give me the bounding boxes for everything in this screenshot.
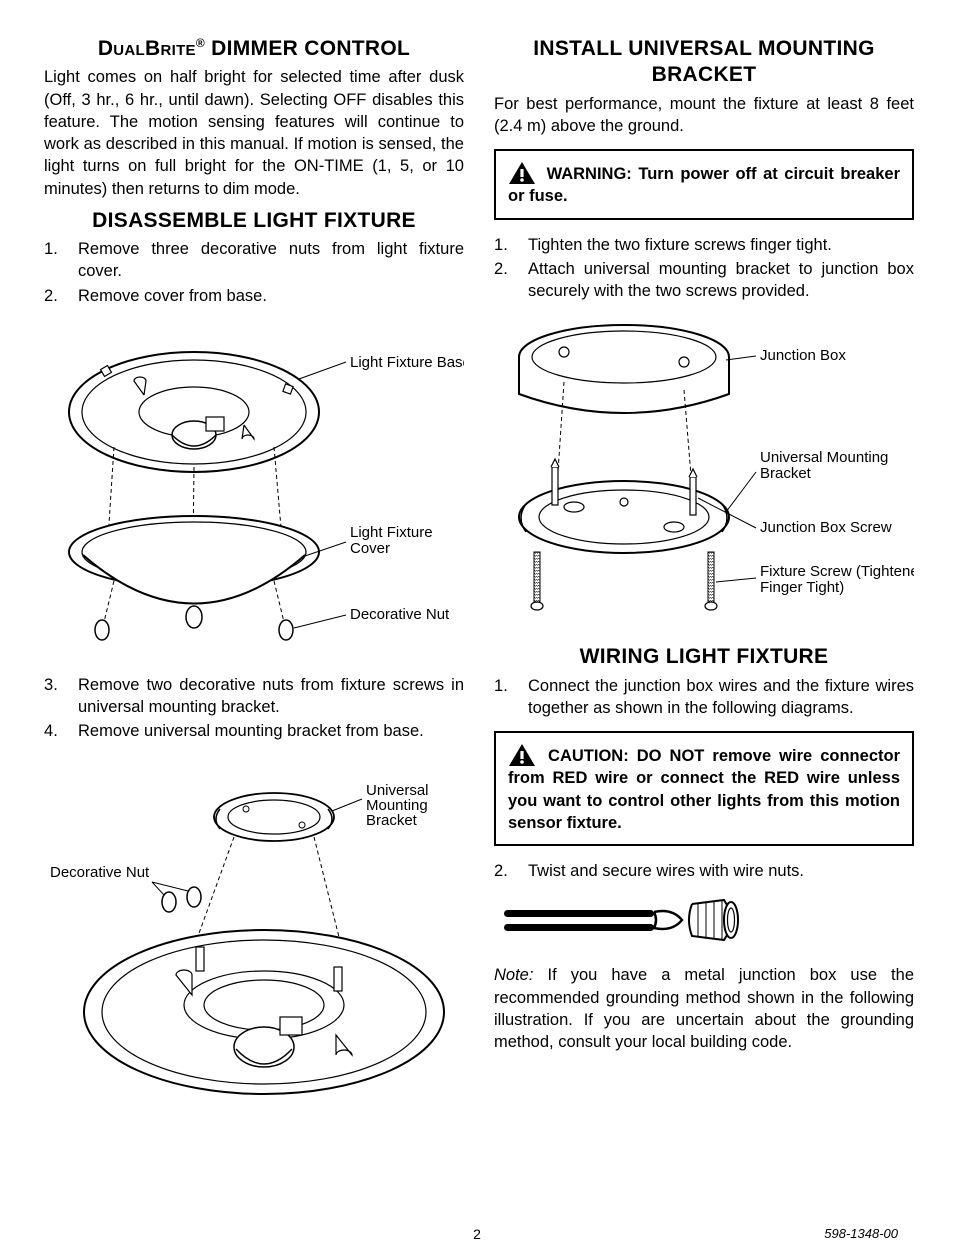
right-column: INSTALL UNIVERSAL MOUNTING BRACKET For b…	[494, 36, 914, 1139]
figure-bracket-base: Universal Mounting Bracket Decorative Nu…	[44, 757, 464, 1127]
caution-icon	[508, 743, 536, 767]
callout-fscrew: Fixture Screw (Tightened Finger Tight)	[760, 563, 914, 596]
reg-mark: ®	[196, 36, 205, 50]
callout-bracket-label: Universal Mounting Bracket	[366, 782, 433, 829]
warning-text: WARNING: Turn power off at circuit break…	[508, 165, 900, 205]
heading-dualbrite: DualBrite® DIMMER CONTROL	[44, 36, 464, 62]
heading-dualbrite-a: DualBrite	[98, 37, 196, 60]
callout-nut-label: Decorative Nut	[350, 606, 450, 623]
step-item: Remove two decorative nuts from fixture …	[44, 674, 464, 719]
heading-install: INSTALL UNIVERSAL MOUNTING BRACKET	[494, 36, 914, 89]
caution-box: CAUTION: DO NOT remove wire connector fr…	[494, 731, 914, 846]
page-number: 2	[473, 1226, 481, 1242]
doc-number: 598-1348-00	[824, 1226, 898, 1241]
step-item: Attach universal mounting bracket to jun…	[494, 258, 914, 303]
install-paragraph: For best performance, mount the fixture …	[494, 93, 914, 138]
warning-icon	[508, 161, 536, 185]
step-item: Connect the junction box wires and the f…	[494, 675, 914, 720]
left-column: DualBrite® DIMMER CONTROL Light comes on…	[44, 36, 464, 1139]
step-item: Tighten the two fixture screws finger ti…	[494, 234, 914, 256]
callout-base-label: Light Fixture Base	[350, 354, 464, 371]
callout-nut2-label: Decorative Nut	[50, 864, 150, 881]
figure-junction-bracket: Junction Box Universal Mounting Bracket …	[494, 312, 914, 632]
caution-text: CAUTION: DO NOT remove wire connector fr…	[508, 747, 900, 832]
heading-disassemble: DISASSEMBLE LIGHT FIXTURE	[44, 208, 464, 234]
note-text: If you have a metal junction box use the…	[494, 966, 914, 1051]
callout-cover-label: Light Fixture Cover	[350, 524, 437, 557]
wiring-steps-2: Twist and secure wires with wire nuts.	[494, 860, 914, 882]
note-label: Note:	[494, 966, 533, 984]
callout-jbox: Junction Box	[760, 347, 846, 364]
figure-wire-nut	[494, 892, 914, 952]
step-item: Remove cover from base.	[44, 285, 464, 307]
callout-jscrew: Junction Box Screw	[760, 519, 892, 536]
step-item: Remove three decorative nuts from light …	[44, 238, 464, 283]
step-item: Twist and secure wires with wire nuts.	[494, 860, 914, 882]
figure-fixture-base-cover: Light Fixture Base Light Fixture Cover D…	[44, 317, 464, 662]
note-paragraph: Note: If you have a metal junction box u…	[494, 964, 914, 1053]
step-item: Remove universal mounting bracket from b…	[44, 720, 464, 742]
wiring-steps-1: Connect the junction box wires and the f…	[494, 675, 914, 720]
dualbrite-paragraph: Light comes on half bright for selected …	[44, 66, 464, 200]
heading-dualbrite-b: DIMMER CONTROL	[205, 37, 410, 60]
disassemble-steps-1: Remove three decorative nuts from light …	[44, 238, 464, 307]
callout-bracket: Universal Mounting Bracket	[760, 449, 893, 482]
warning-box: WARNING: Turn power off at circuit break…	[494, 149, 914, 220]
install-steps: Tighten the two fixture screws finger ti…	[494, 234, 914, 303]
heading-wiring: WIRING LIGHT FIXTURE	[494, 644, 914, 670]
disassemble-steps-2: Remove two decorative nuts from fixture …	[44, 674, 464, 743]
